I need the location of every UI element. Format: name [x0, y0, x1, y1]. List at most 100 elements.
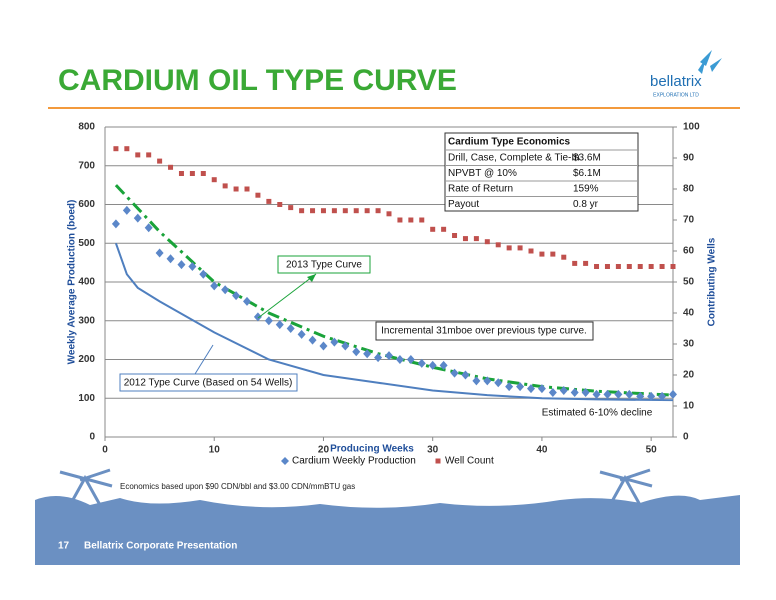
- data-point: [264, 316, 273, 326]
- y2-tick-label: 30: [683, 339, 695, 350]
- data-point: [494, 378, 503, 388]
- data-point: [177, 260, 186, 270]
- data-point: [550, 251, 556, 257]
- legend-swatch: [281, 457, 289, 465]
- x-tick-label: 50: [646, 445, 658, 456]
- table-cell: NPVBT @ 10%: [448, 168, 517, 179]
- data-point: [331, 208, 337, 214]
- data-point: [157, 158, 163, 164]
- data-point: [626, 264, 632, 269]
- data-point: [395, 355, 404, 364]
- data-point: [570, 387, 579, 397]
- data-point: [297, 329, 306, 339]
- data-point: [266, 198, 272, 204]
- callout-text: 2012 Type Curve (Based on 54 Wells): [124, 378, 293, 389]
- y-axis-label: Weekly Average Production (boed): [67, 200, 78, 365]
- data-point: [233, 186, 239, 192]
- data-point: [111, 219, 120, 229]
- data-point: [299, 208, 305, 214]
- data-point: [146, 152, 152, 158]
- data-point: [537, 384, 546, 394]
- data-point: [472, 376, 481, 386]
- y2-tick-label: 40: [683, 308, 695, 319]
- y-tick-label: 0: [89, 432, 95, 443]
- logo-mark: [698, 50, 722, 74]
- data-point: [352, 347, 361, 357]
- data-point: [669, 389, 677, 399]
- data-point: [320, 208, 326, 214]
- data-point: [625, 389, 634, 399]
- data-point: [166, 254, 175, 264]
- data-point: [539, 251, 545, 257]
- data-point: [506, 245, 512, 251]
- y-tick-label: 300: [78, 315, 95, 326]
- data-point: [364, 208, 370, 214]
- data-point: [647, 391, 656, 401]
- data-point: [614, 389, 623, 399]
- x-tick-label: 30: [427, 445, 439, 456]
- data-point: [232, 291, 241, 301]
- data-point: [144, 223, 153, 233]
- data-point: [122, 205, 131, 215]
- data-point: [124, 146, 130, 152]
- data-point: [428, 360, 437, 370]
- data-point: [178, 171, 184, 176]
- data-point: [528, 248, 534, 254]
- data-point: [495, 242, 501, 248]
- data-point: [243, 296, 251, 306]
- callout-text: 2013 Type Curve: [286, 260, 362, 271]
- arrow-head: [307, 274, 316, 282]
- legend-swatch: [435, 458, 441, 464]
- callout-box: [277, 255, 371, 274]
- slide-title: CARDIUM OIL TYPE CURVE: [58, 64, 457, 97]
- table-cell: 159%: [573, 184, 599, 195]
- data-point: [594, 264, 600, 269]
- data-point: [462, 236, 468, 242]
- economics-table: [444, 132, 639, 212]
- y2-tick-label: 0: [683, 432, 689, 443]
- data-point: [199, 269, 208, 279]
- x-axis-label: Producing Weeks: [330, 444, 414, 455]
- y-tick-label: 200: [78, 354, 95, 365]
- table-cell: Drill, Case, Complete & Tie-In: [448, 153, 580, 164]
- data-point: [637, 264, 643, 269]
- landscape: [35, 495, 740, 565]
- data-point: [188, 262, 197, 271]
- annotation: Estimated 6-10% decline: [542, 408, 653, 419]
- data-point: [439, 360, 448, 370]
- callout-box: [119, 373, 298, 392]
- data-point: [581, 387, 590, 397]
- y-tick-label: 500: [78, 238, 95, 249]
- footer-graphic: 17 Bellatrix Corporate Presentation: [35, 468, 740, 565]
- callout-arrow: [194, 344, 214, 375]
- data-point: [527, 384, 535, 394]
- x-tick-label: 0: [102, 445, 108, 456]
- y-tick-label: 400: [78, 277, 95, 288]
- data-point: [288, 205, 294, 211]
- callout-box: [375, 321, 594, 341]
- data-point: [244, 186, 250, 192]
- data-point: [353, 208, 359, 214]
- data-point: [483, 376, 492, 386]
- data-point: [133, 213, 142, 223]
- y2-tick-label: 90: [683, 153, 695, 164]
- data-point: [548, 387, 557, 397]
- pumpjack: [59, 468, 113, 506]
- data-point: [636, 391, 645, 401]
- data-point: [419, 217, 425, 223]
- data-point: [592, 389, 601, 399]
- data-point: [659, 264, 665, 269]
- y2-axis-label: Contributing Wells: [707, 237, 718, 326]
- data-point: [341, 341, 350, 351]
- legend-label: Well Count: [445, 456, 494, 467]
- pumpjack: [599, 468, 653, 506]
- data-point: [221, 285, 230, 295]
- data-point: [516, 382, 525, 392]
- data-point: [461, 370, 470, 380]
- data-point: [484, 239, 490, 245]
- data-point: [374, 353, 383, 363]
- y2-tick-label: 80: [683, 184, 695, 195]
- data-point: [200, 171, 206, 176]
- y2-tick-label: 70: [683, 215, 695, 226]
- data-point: [430, 226, 436, 232]
